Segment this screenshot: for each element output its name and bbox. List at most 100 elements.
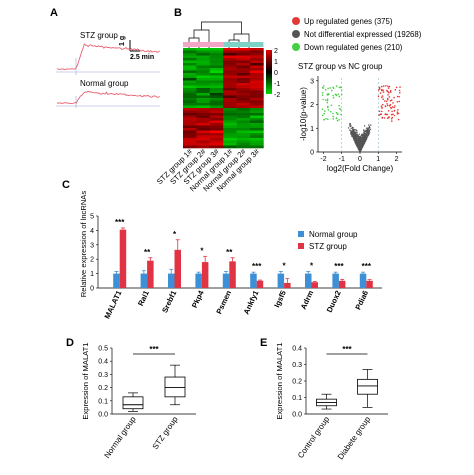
volcano-point xyxy=(368,131,370,133)
heatmap-cell xyxy=(236,118,251,121)
volcano-point-up xyxy=(393,106,396,109)
colorbar-tick-label: -1 xyxy=(274,81,280,88)
heatmap-cell xyxy=(223,53,237,56)
heatmap-cell xyxy=(196,140,211,144)
heatmap-cell xyxy=(209,58,224,61)
bar-stz xyxy=(147,260,154,288)
heatmap-cell xyxy=(196,60,211,64)
volcano-point xyxy=(360,136,363,138)
volcano-point-up xyxy=(384,113,387,116)
volcano-point-up xyxy=(385,85,387,87)
heatmap-cell xyxy=(183,100,197,104)
bar-normal xyxy=(250,273,257,288)
heatmap-cell xyxy=(196,75,211,79)
panel-label-d: D xyxy=(66,337,74,349)
volcano-point xyxy=(357,145,359,147)
volcano-point-up xyxy=(382,103,384,106)
legend-label: Not differential expressed (19268) xyxy=(304,30,422,39)
heatmap-cell xyxy=(196,48,211,51)
heatmap-cell xyxy=(236,138,251,141)
volcano-point-down xyxy=(327,87,329,90)
normal-trace-label: Normal group xyxy=(80,79,129,88)
heatmap-cell xyxy=(209,75,224,79)
heatmap-cell xyxy=(223,78,237,81)
heatmap-cell xyxy=(183,78,197,81)
volcano-point-down xyxy=(328,93,330,95)
bar-category-label: Pdia6 xyxy=(353,289,370,311)
heatmap-cell xyxy=(209,78,224,81)
heatmap-cell xyxy=(183,145,197,149)
volcano-point xyxy=(359,139,361,141)
volcano-point xyxy=(350,131,352,133)
heatmap-cell xyxy=(236,80,251,84)
volcano-point-up xyxy=(390,113,393,116)
volcano-point xyxy=(364,136,366,138)
bar-legend-swatch xyxy=(298,243,304,249)
bar-y-tick-label: 3 xyxy=(90,242,94,249)
heatmap-cell xyxy=(196,110,211,114)
heatmap-cell xyxy=(183,90,197,94)
heatmap-cell xyxy=(196,88,211,91)
heatmap-cell xyxy=(183,98,197,101)
volcano-point-up xyxy=(396,113,399,115)
volcano-point xyxy=(352,129,354,131)
heatmap-cell xyxy=(223,138,237,141)
heatmap-cell xyxy=(250,88,264,91)
volcano-point-up xyxy=(386,103,388,105)
volcano-point-down xyxy=(340,93,343,96)
volcano-point xyxy=(359,147,361,149)
volcano-point-down xyxy=(335,85,338,87)
heatmap-cell xyxy=(196,53,211,56)
volcano-point-down xyxy=(322,85,325,87)
volcano-point xyxy=(363,125,366,127)
heatmap-cell xyxy=(250,73,264,76)
heatmap-cell xyxy=(250,115,264,119)
bar-normal xyxy=(113,273,120,288)
box-y-tick-label: 0.2 xyxy=(98,385,108,392)
volcano-point-up xyxy=(386,104,389,107)
volcano-point xyxy=(354,134,357,136)
heatmap-cell xyxy=(223,105,237,109)
volcano-point-up xyxy=(392,113,394,116)
heatmap-cell xyxy=(236,95,251,99)
volcano-point-down xyxy=(326,101,329,104)
heatmap-cell xyxy=(183,63,197,66)
heatmap-cell xyxy=(223,75,237,79)
volcano-point xyxy=(349,129,351,131)
volcano-point-down xyxy=(338,107,341,110)
volcano-point xyxy=(356,144,358,146)
heatmap-cell xyxy=(250,135,264,139)
volcano-y-tick-label: 1 xyxy=(310,126,314,133)
heatmap-cell xyxy=(209,95,224,99)
volcano-point xyxy=(347,127,350,129)
volcano-x-tick-label: -1 xyxy=(339,156,345,163)
volcano-point-down xyxy=(340,108,342,111)
bar-y-tick-label: 5 xyxy=(90,214,94,221)
volcano-point-up xyxy=(388,96,391,98)
volcano-point xyxy=(367,129,370,131)
volcano-point-down xyxy=(326,98,329,100)
heatmap-cell xyxy=(236,103,251,106)
heatmap-cell xyxy=(183,105,197,109)
heatmap-cell xyxy=(209,55,224,59)
heatmap-cell xyxy=(236,100,251,104)
legend-marker xyxy=(292,17,300,25)
significance-label: *** xyxy=(362,262,372,271)
volcano-point xyxy=(369,126,371,129)
volcano-point-down xyxy=(332,115,335,118)
panel-label-e: E xyxy=(260,337,267,349)
heatmap-cell xyxy=(183,68,197,71)
heatmap-cell xyxy=(183,95,197,99)
heatmap-cell xyxy=(209,110,224,114)
heatmap-cell xyxy=(250,100,264,104)
heatmap-cell xyxy=(250,93,264,96)
heatmap-cell xyxy=(209,135,224,139)
volcano-point-up xyxy=(399,86,401,88)
volcano-point-up xyxy=(380,105,383,107)
box-category-label: Normal group xyxy=(102,415,137,460)
volcano-point-down xyxy=(322,98,324,101)
volcano-point xyxy=(363,133,365,136)
volcano-point xyxy=(363,143,365,146)
heatmap-cell xyxy=(209,88,224,91)
heatmap-cell xyxy=(196,95,211,99)
